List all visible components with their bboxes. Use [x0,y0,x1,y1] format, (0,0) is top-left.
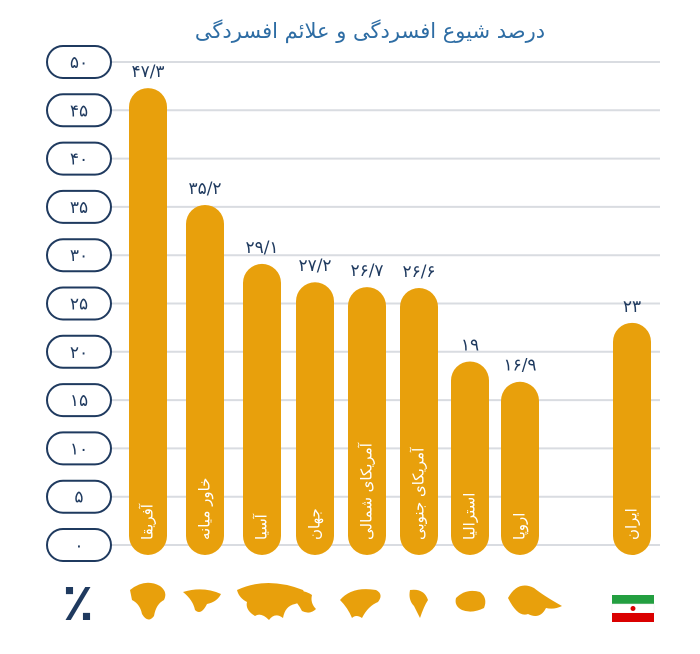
y-tick-label: ۱۰ [70,439,88,459]
category-label: اروپا [511,513,530,540]
value-label: ۲۷/۲ [298,256,331,276]
category-label: آمریکای جنوبی [410,447,428,540]
y-tick-pill [46,528,112,562]
bar [501,381,539,555]
chart-title: درصد شیوع افسردگی و علائم افسردگی [195,19,545,44]
y-tick-label: ۳۵ [70,198,88,218]
bar [400,288,438,555]
y-tick-pill [46,238,112,273]
y-tick-label: ۴۰ [70,150,88,170]
map-icons [130,582,562,620]
y-tick-label: ۳۰ [70,246,88,266]
value-label: ۲۹/۱ [245,238,278,258]
y-unit: ٪ [62,573,94,633]
y-tick-pill [46,45,112,79]
category-label: آسیا [253,513,271,540]
category-label: استرالیا [461,493,479,540]
category-label: جهان [306,508,324,540]
value-label: ۴۷/۳ [131,62,164,82]
y-tick-pill [46,141,112,176]
value-label: ۱۹ [461,335,479,355]
y-tick-label: ۵۰ [70,53,88,73]
bar [613,322,651,555]
y-tick-pill [46,189,112,224]
bar [129,88,167,555]
y-tick-pill [46,383,112,418]
y-tick-label: ۰ [74,536,83,556]
y-tick-label: ۵ [74,488,83,508]
y-tick-label: ۴۵ [70,101,88,121]
y-tick-label: ۱۵ [70,391,88,411]
value-label: ۲۶/۷ [350,261,383,281]
y-tick-pill [46,93,112,128]
category-label: خاور میانه [196,478,214,540]
y-tick-pill [46,286,112,321]
value-label: ۲۳ [623,297,641,317]
value-label: ۳۵/۲ [188,179,221,199]
category-label: آمریکای شمالی [358,442,376,540]
y-tick-pill [46,479,112,514]
bar [451,361,489,555]
bar [243,263,281,555]
y-tick-pill [46,334,112,369]
iran-flag [611,595,655,622]
y-tick-label: ۲۰ [70,343,88,363]
value-label: ۲۶/۶ [402,262,435,282]
y-tick-pill [46,431,112,466]
category-label: ایران [623,508,641,540]
bar [186,204,224,555]
value-label: ۱۶/۹ [503,356,536,376]
category-label: آفریقا [139,503,157,540]
y-tick-label: ۲۵ [70,295,88,315]
bar [296,282,334,555]
bar [348,287,386,555]
